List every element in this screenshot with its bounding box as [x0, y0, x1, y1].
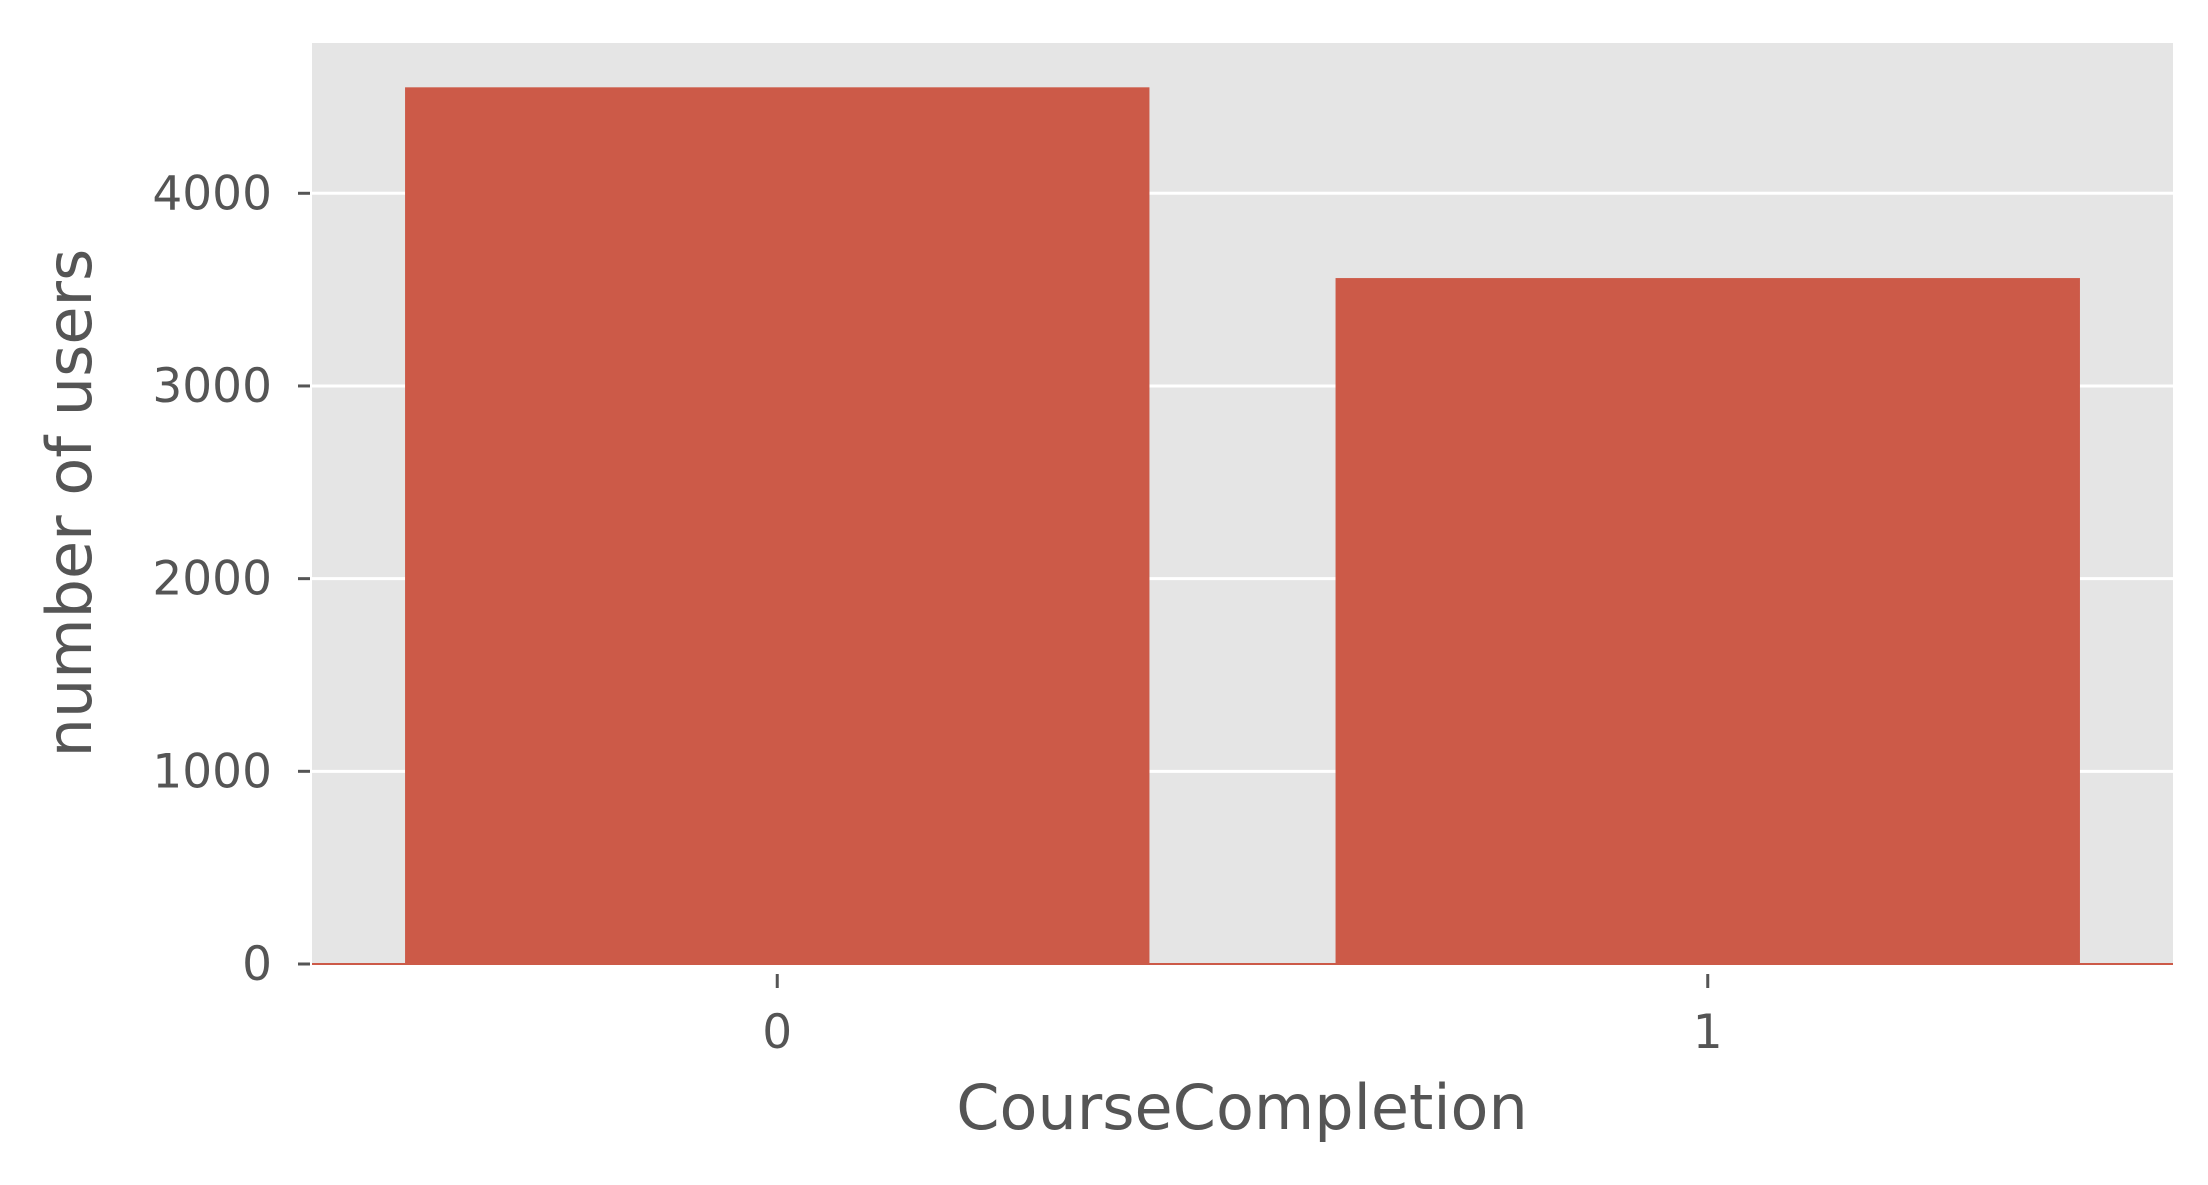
y-axis-ticks: 0 1000 2000 3000 4000: [152, 166, 310, 992]
bars: [405, 87, 2080, 964]
y-tick-label-0: 0: [242, 937, 272, 992]
x-tick-label-1: 1: [1693, 1005, 1723, 1060]
y-tick-label-4000: 4000: [152, 166, 272, 221]
bar-0: [405, 87, 1150, 964]
x-tick-label-0: 0: [762, 1005, 792, 1060]
y-tick-label-2000: 2000: [152, 552, 272, 607]
y-tick-label-1000: 1000: [152, 744, 272, 799]
x-axis-label: CourseCompletion: [956, 1071, 1528, 1144]
y-tick-label-3000: 3000: [152, 359, 272, 414]
y-axis-label: number of users: [33, 249, 106, 758]
bar-1: [1335, 278, 2080, 964]
